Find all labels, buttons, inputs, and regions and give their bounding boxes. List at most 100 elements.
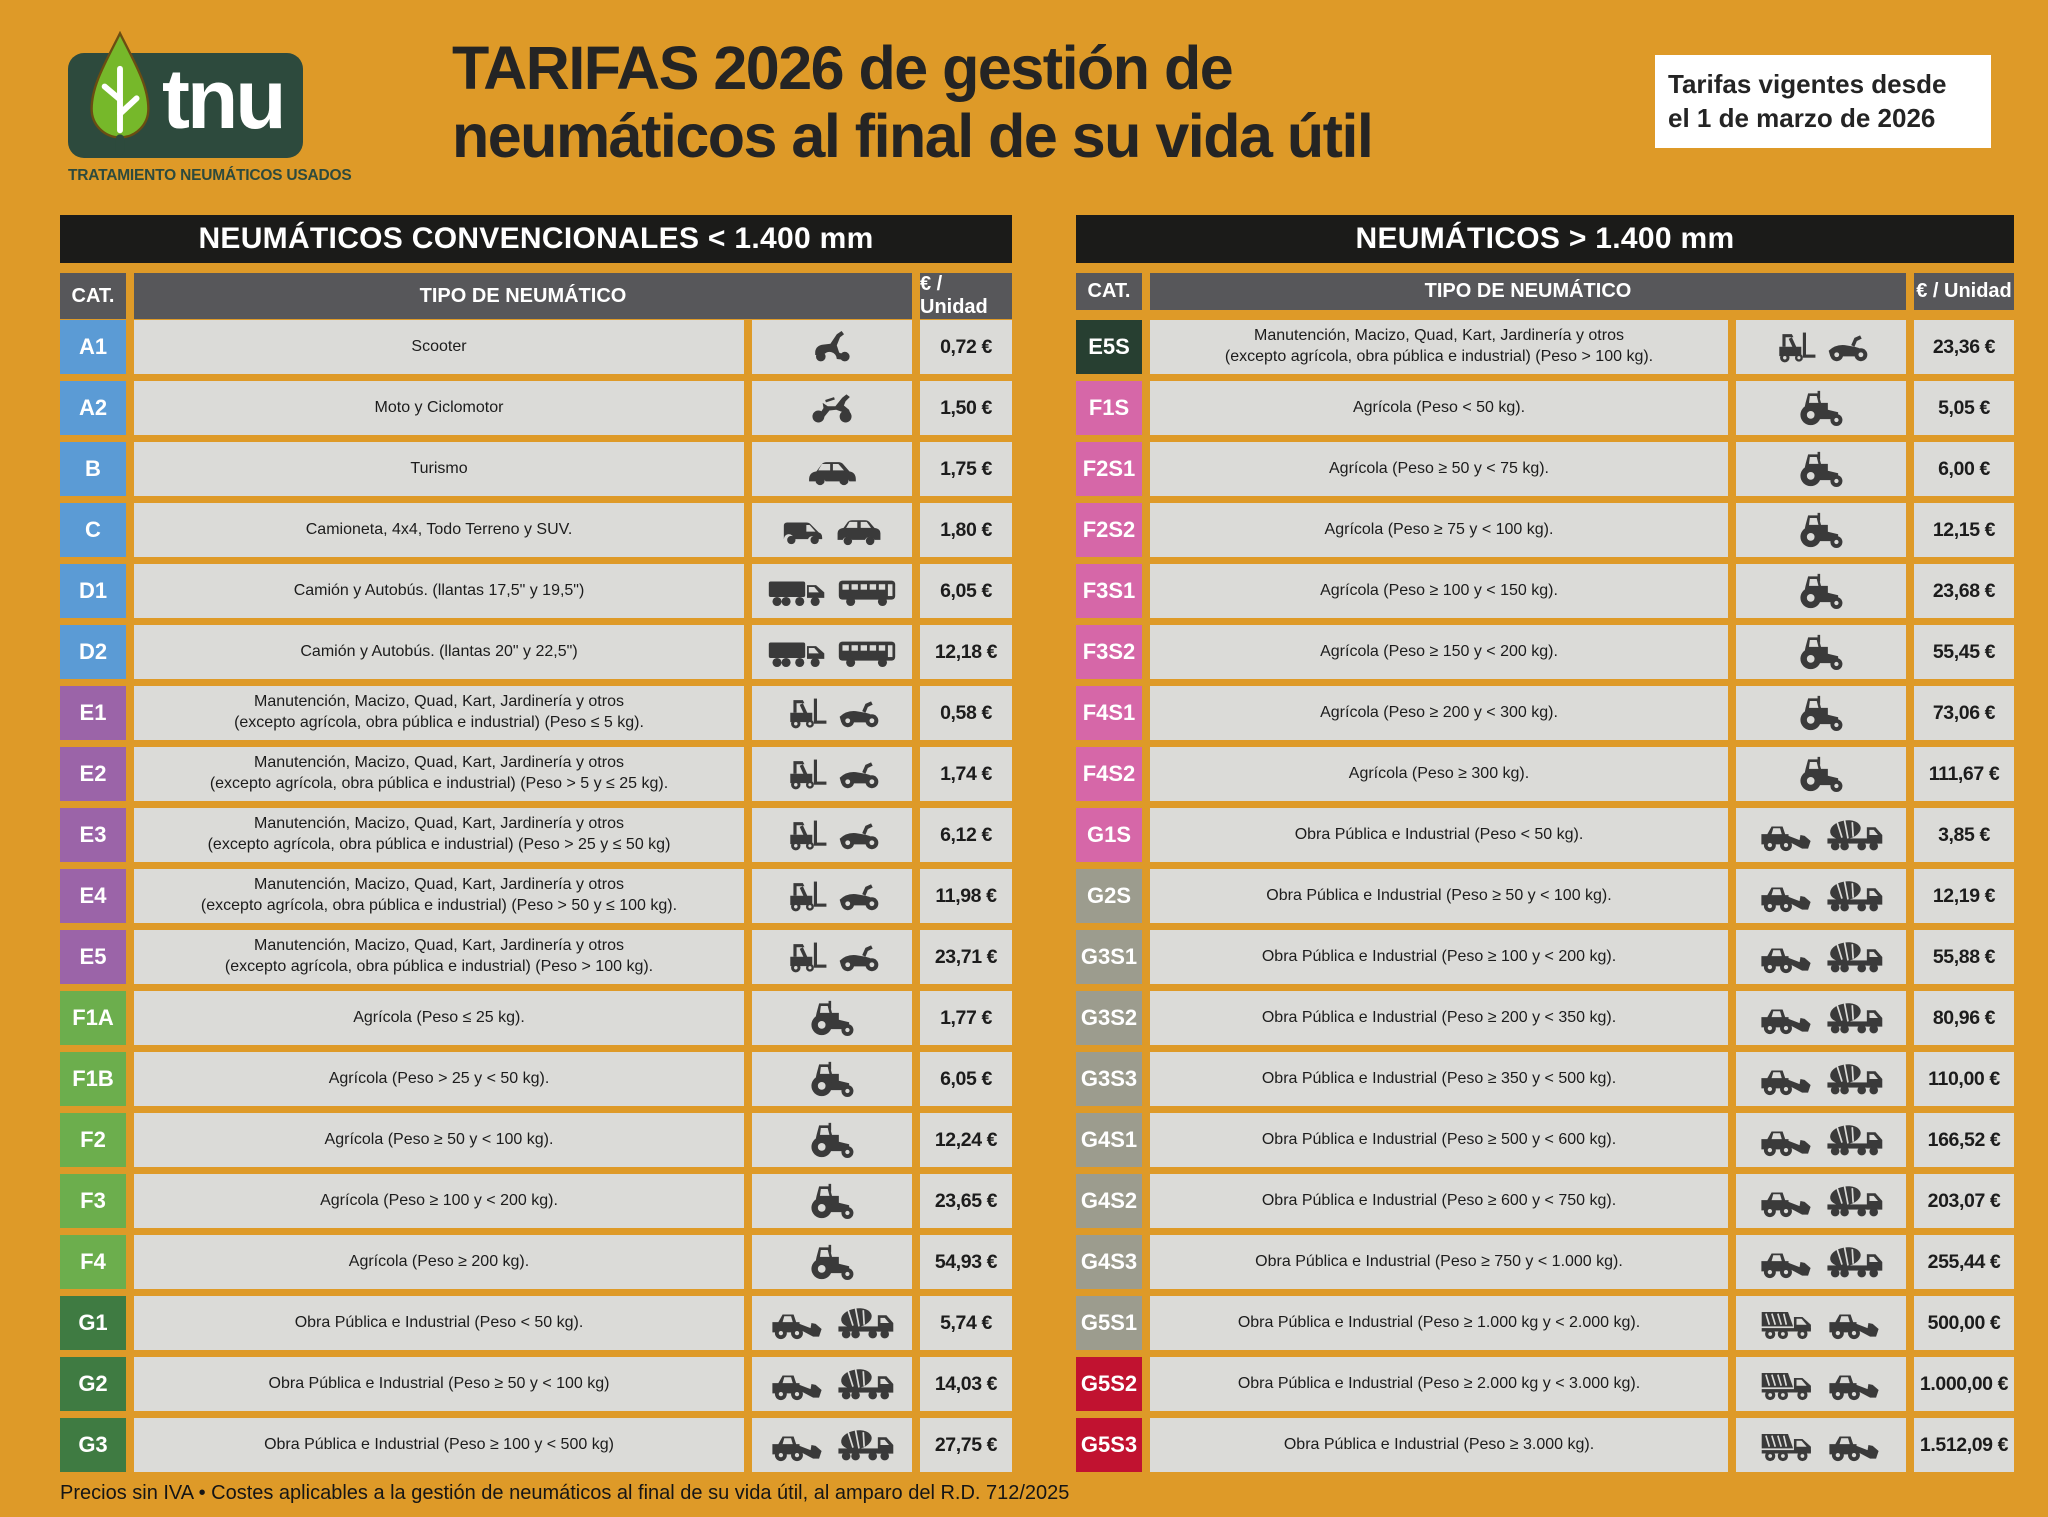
vehicle-icons	[752, 1418, 912, 1472]
vehicle-icons	[1736, 320, 1906, 374]
tire-type-label: Turismo	[134, 442, 744, 496]
price-value: 500,00 €	[1914, 1296, 2014, 1350]
tire-type-label: Obra Pública e Industrial (Peso < 50 kg)…	[134, 1296, 744, 1350]
table-conventional: NEUMÁTICOS CONVENCIONALES < 1.400 mm CAT.…	[60, 215, 1012, 1479]
vehicle-icons	[752, 747, 912, 801]
tire-type-label: Obra Pública e Industrial (Peso ≥ 200 y …	[1150, 991, 1728, 1045]
price-value: 23,36 €	[1914, 320, 2014, 374]
category-badge: F3S2	[1076, 625, 1142, 679]
forklift-icon	[1773, 331, 1817, 364]
table-row: G3S2 Obra Pública e Industrial (Peso ≥ 20…	[1076, 991, 2014, 1045]
vehicle-icons	[752, 1174, 912, 1228]
category-badge: F3S1	[1076, 564, 1142, 618]
table-row: C Camioneta, 4x4, Todo Terreno y SUV. 1,80…	[60, 503, 1012, 557]
vehicle-icons	[1736, 1418, 1906, 1472]
category-badge: E5	[60, 930, 126, 984]
table-row: G3S1 Obra Pública e Industrial (Peso ≥ 10…	[1076, 930, 2014, 984]
price-value: 55,88 €	[1914, 930, 2014, 984]
table-row: E5S Manutención, Macizo, Quad, Kart, Jard…	[1076, 320, 2014, 374]
tire-type-label: Obra Pública e Industrial (Peso ≥ 50 y <…	[1150, 869, 1728, 923]
tables-container: NEUMÁTICOS CONVENCIONALES < 1.400 mm CAT.…	[60, 215, 2014, 1479]
vehicle-icons	[752, 1235, 912, 1289]
mixer-icon	[1824, 939, 1884, 975]
column-header-price: € / Unidad	[920, 273, 1012, 319]
vehicle-icons	[1736, 991, 1906, 1045]
category-badge: A2	[60, 381, 126, 435]
price-value: 12,24 €	[920, 1113, 1012, 1167]
category-badge: D1	[60, 564, 126, 618]
mixer-icon	[1824, 1122, 1884, 1158]
price-value: 23,65 €	[920, 1174, 1012, 1228]
forklift-icon	[784, 758, 828, 791]
table-row: G1 Obra Pública e Industrial (Peso < 50 k…	[60, 1296, 1012, 1350]
mixer-icon	[1824, 1244, 1884, 1280]
validity-note: Tarifas vigentes desde el 1 de marzo de …	[1655, 55, 1991, 148]
column-header-cat: CAT.	[1076, 273, 1142, 310]
tire-type-label: Agrícola (Peso ≥ 100 y < 150 kg).	[1150, 564, 1728, 618]
table-row: F4 Agrícola (Peso ≥ 200 kg). 54,93 €	[60, 1235, 1012, 1289]
loader-icon	[1758, 1000, 1814, 1036]
price-value: 0,58 €	[920, 686, 1012, 740]
price-value: 0,72 €	[920, 320, 1012, 374]
forklift-icon	[784, 697, 828, 730]
tire-type-label: Scooter	[134, 320, 744, 374]
van-icon	[781, 515, 825, 545]
tire-type-label: Obra Pública e Industrial (Peso ≥ 50 y <…	[134, 1357, 744, 1411]
table-row: E2 Manutención, Macizo, Quad, Kart, Jardi…	[60, 747, 1012, 801]
table-row: G5S3 Obra Pública e Industrial (Peso ≥ 3.…	[1076, 1418, 2014, 1472]
truck-icon	[767, 636, 827, 669]
category-badge: G1	[60, 1296, 126, 1350]
category-badge: F1A	[60, 991, 126, 1045]
price-value: 14,03 €	[920, 1357, 1012, 1411]
vehicle-icons	[1736, 503, 1906, 557]
price-value: 1.000,00 €	[1914, 1357, 2014, 1411]
vehicle-icons	[1736, 1235, 1906, 1289]
forklift-icon	[784, 880, 828, 913]
loader-icon	[1826, 1427, 1882, 1463]
column-header-cat: CAT.	[60, 273, 126, 319]
table-row: E1 Manutención, Macizo, Quad, Kart, Jardi…	[60, 686, 1012, 740]
truck-icon	[767, 575, 827, 608]
price-value: 54,93 €	[920, 1235, 1012, 1289]
loader-icon	[1826, 1305, 1882, 1341]
category-badge: D2	[60, 625, 126, 679]
quad-icon	[838, 943, 880, 972]
tire-type-label: Agrícola (Peso ≥ 200 y < 300 kg).	[1150, 686, 1728, 740]
vehicle-icons	[752, 1052, 912, 1106]
price-value: 80,96 €	[1914, 991, 2014, 1045]
table-row: G5S1 Obra Pública e Industrial (Peso ≥ 1.…	[1076, 1296, 2014, 1350]
price-value: 166,52 €	[1914, 1113, 2014, 1167]
category-badge: E2	[60, 747, 126, 801]
vehicle-icons	[1736, 625, 1906, 679]
forklift-icon	[784, 819, 828, 852]
vehicle-icons	[1736, 381, 1906, 435]
mixer-icon	[835, 1366, 895, 1402]
price-value: 1,74 €	[920, 747, 1012, 801]
dumper-icon	[1760, 1428, 1816, 1462]
category-badge: G4S2	[1076, 1174, 1142, 1228]
mixer-icon	[1824, 1183, 1884, 1219]
category-badge: G3S1	[1076, 930, 1142, 984]
category-badge: G3S2	[1076, 991, 1142, 1045]
table-row: D1 Camión y Autobús. (llantas 17,5" y 19,…	[60, 564, 1012, 618]
tire-type-label: Agrícola (Peso ≥ 150 y < 200 kg).	[1150, 625, 1728, 679]
tractor-icon	[1797, 633, 1845, 671]
tire-type-label: Moto y Ciclomotor	[134, 381, 744, 435]
tire-type-label: Obra Pública e Industrial (Peso ≥ 750 y …	[1150, 1235, 1728, 1289]
category-badge: A1	[60, 320, 126, 374]
tnu-logo: tnu TRATAMIENTO NEUMÁTICOS USADOS	[68, 20, 388, 185]
price-value: 1.512,09 €	[1914, 1418, 2014, 1472]
loader-icon	[769, 1366, 825, 1402]
category-badge: G3S3	[1076, 1052, 1142, 1106]
tractor-icon	[1797, 755, 1845, 793]
table-row: F4S2 Agrícola (Peso ≥ 300 kg). 111,67 €	[1076, 747, 2014, 801]
price-value: 6,05 €	[920, 564, 1012, 618]
category-badge: G3	[60, 1418, 126, 1472]
loader-icon	[1758, 1122, 1814, 1158]
vehicle-icons	[1736, 747, 1906, 801]
dumper-icon	[1760, 1306, 1816, 1340]
vehicle-icons	[1736, 1296, 1906, 1350]
vehicle-icons	[752, 1113, 912, 1167]
category-badge: F2S2	[1076, 503, 1142, 557]
